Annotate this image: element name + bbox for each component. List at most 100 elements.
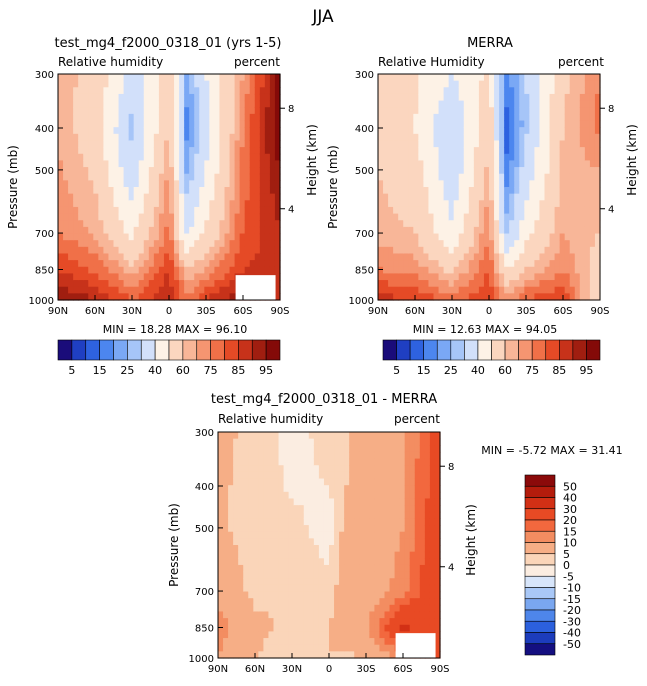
heatmap-cell: [174, 213, 180, 221]
colorbar-swatch: [524, 587, 556, 600]
heatmap-cell: [169, 127, 175, 135]
heatmap-cell: [408, 220, 414, 228]
heatmap-cell: [229, 173, 236, 181]
heatmap-cell: [234, 173, 241, 181]
heatmap-cell: [224, 253, 231, 261]
heatmap-cell: [214, 286, 221, 294]
heatmap-cell: [433, 87, 440, 95]
heatmap-cell: [524, 180, 530, 188]
heatmap-cell: [238, 604, 244, 613]
heatmap-cell: [453, 80, 460, 88]
heatmap-cell: [78, 147, 84, 155]
heatmap-cell: [283, 545, 290, 553]
heatmap-cell: [473, 233, 480, 241]
heatmap-cell: [88, 273, 94, 281]
heatmap-cell: [589, 187, 596, 195]
heatmap-cell: [569, 233, 576, 241]
heatmap-cell: [379, 624, 386, 633]
heatmap-cell: [413, 206, 419, 215]
heatmap-cell: [83, 80, 89, 88]
heatmap-cell: [429, 571, 436, 579]
heatmap-cell: [283, 551, 290, 559]
heatmap-cell: [574, 193, 581, 201]
heatmap-cell: [163, 87, 170, 95]
heatmap-cell: [534, 173, 541, 181]
heatmap-cell: [494, 233, 500, 241]
heatmap-cell: [453, 113, 460, 122]
heatmap-cell: [359, 571, 365, 579]
heatmap-cell: [63, 80, 69, 88]
heatmap-cell: [63, 120, 69, 128]
heatmap-cell: [158, 206, 165, 215]
heatmap-cell: [268, 505, 275, 513]
heatmap-cell: [564, 167, 571, 175]
heatmap-cell: [68, 213, 74, 221]
heatmap-cell: [68, 193, 74, 201]
heatmap-cell: [283, 505, 290, 513]
heatmap-cell: [224, 280, 231, 288]
x-tick-label: 30N: [122, 306, 142, 317]
heatmap-cell: [409, 445, 416, 453]
heatmap-cell: [318, 604, 325, 613]
heatmap-cell: [269, 147, 276, 155]
heatmap-cell: [78, 293, 84, 301]
heatmap-cell: [504, 153, 510, 162]
heatmap-cell: [473, 173, 480, 181]
heatmap-cell: [519, 167, 525, 175]
heatmap-cell: [434, 618, 441, 626]
heatmap-cell: [248, 551, 254, 559]
heatmap-cell: [254, 213, 261, 221]
heatmap-cell: [209, 80, 216, 88]
heatmap-cell: [78, 133, 84, 142]
heatmap-cell: [219, 147, 226, 155]
heatmap-cell: [499, 133, 505, 142]
heatmap-cell: [298, 604, 305, 613]
heatmap-cell: [379, 518, 386, 526]
heatmap-cell: [403, 286, 409, 294]
heatmap-cell: [594, 180, 601, 188]
heatmap-cell: [473, 266, 480, 275]
heatmap-cell: [359, 564, 365, 573]
heatmap-cell: [589, 74, 596, 82]
heatmap-cell: [519, 240, 525, 248]
heatmap-cell: [504, 253, 510, 261]
heatmap-cell: [274, 180, 281, 188]
heatmap-cell: [229, 147, 236, 155]
heatmap-cell: [544, 80, 551, 88]
heatmap-cell: [118, 160, 125, 168]
heatmap-cell: [264, 213, 271, 221]
heatmap-cell: [428, 120, 435, 128]
heatmap-cell: [293, 611, 300, 619]
heatmap-cell: [163, 74, 170, 82]
heatmap-cell: [153, 187, 160, 195]
heatmap-cell: [403, 226, 409, 235]
heatmap-cell: [384, 591, 391, 599]
heatmap-cell: [443, 173, 450, 181]
heatmap-cell: [468, 193, 475, 201]
heatmap-cell: [118, 147, 125, 155]
heatmap-cell: [209, 246, 216, 255]
heatmap-cell: [233, 432, 239, 440]
heatmap-cell: [569, 286, 576, 294]
heatmap-cell: [423, 107, 430, 115]
heatmap-cell: [273, 604, 280, 613]
heatmap-cell: [313, 638, 320, 646]
heatmap-cell: [423, 113, 430, 122]
heatmap-cell: [429, 432, 436, 440]
heatmap-cell: [288, 558, 295, 566]
heatmap-cell: [108, 180, 115, 188]
heatmap-cell: [233, 644, 239, 652]
heatmap-cell: [298, 491, 305, 500]
heatmap-cell: [63, 167, 69, 175]
heatmap-cell: [398, 107, 404, 115]
heatmap-cell: [258, 564, 265, 573]
heatmap-cell: [354, 458, 360, 466]
heatmap-cell: [174, 293, 180, 301]
heatmap-cell: [458, 100, 465, 108]
heatmap-cell: [389, 438, 396, 446]
heatmap-cell: [243, 631, 249, 639]
heatmap-cell: [463, 240, 470, 248]
heatmap-cell: [399, 604, 406, 613]
heatmap-cell: [388, 260, 394, 268]
heatmap-cell: [544, 147, 551, 155]
